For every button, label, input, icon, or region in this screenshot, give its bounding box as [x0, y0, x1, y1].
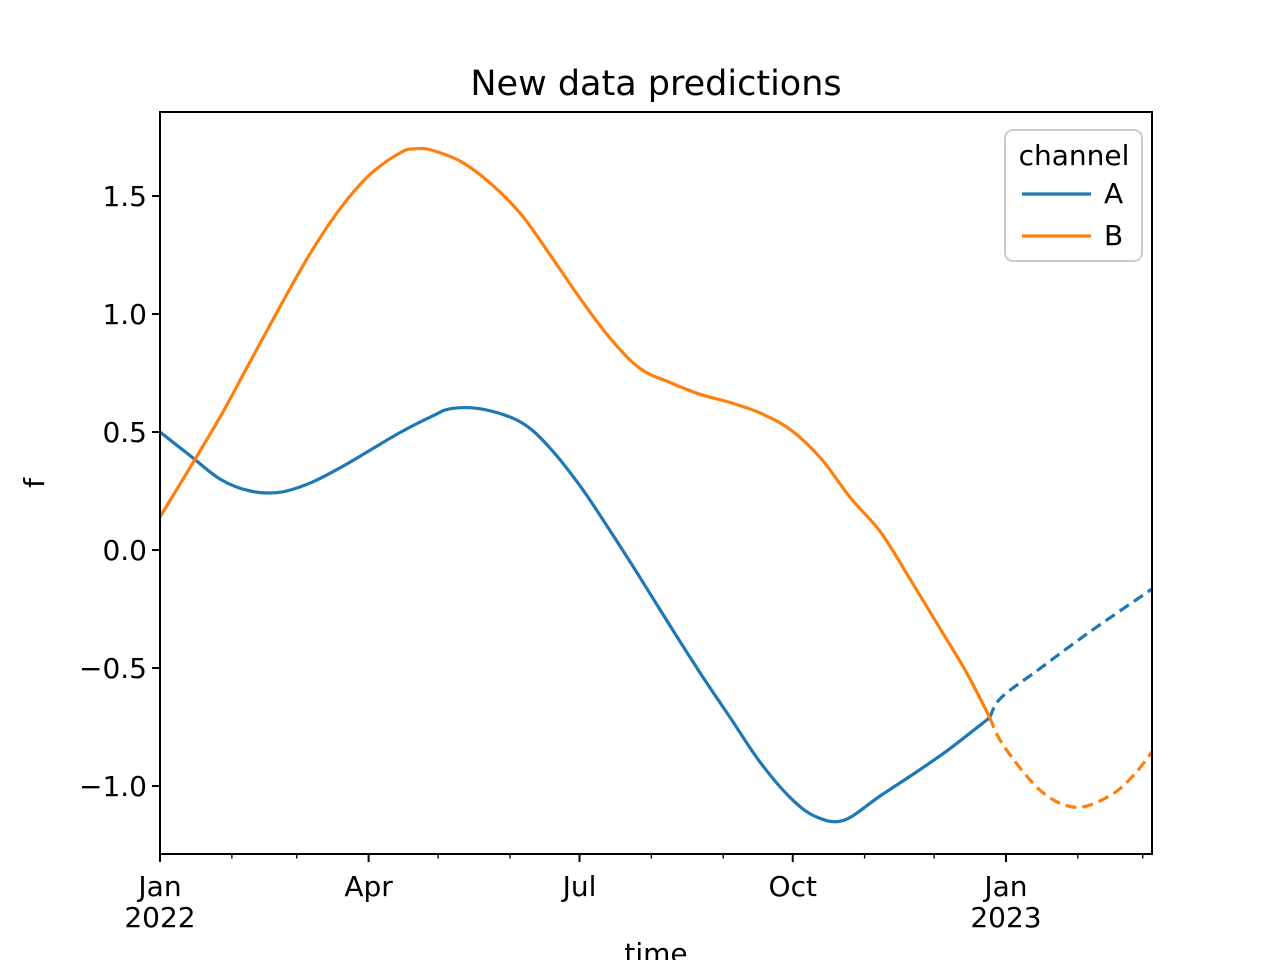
y-tick-label: 0.5 — [102, 416, 147, 449]
x-tick-label: Apr — [344, 870, 393, 903]
y-axis-label: f — [18, 477, 51, 488]
legend: channel A B — [1004, 129, 1143, 262]
x-tick-label: 2022 — [124, 901, 195, 934]
legend-label-channel-b: B — [1104, 219, 1123, 252]
y-tick-label: 1.5 — [102, 180, 147, 213]
series-b-observed-path — [160, 146, 992, 720]
x-tick-label: Oct — [769, 870, 817, 903]
series-a-prediction-path — [988, 587, 1152, 719]
x-axis-label: time — [624, 937, 687, 960]
x-tick-label: 2023 — [970, 901, 1041, 934]
legend-title: channel — [1019, 139, 1130, 172]
y-tick-label: −1.0 — [79, 770, 147, 803]
y-tick-label: 0.0 — [102, 534, 147, 567]
series-layer — [160, 146, 1152, 824]
y-tick-label: −0.5 — [79, 652, 147, 685]
x-tick-label: Jul — [561, 870, 597, 903]
x-tick-label: Jan — [982, 870, 1027, 903]
y-tick-label: 1.0 — [102, 298, 147, 331]
legend-label-channel-a: A — [1104, 177, 1123, 210]
plot-border — [159, 111, 1153, 855]
x-tick-label: Jan — [136, 870, 181, 903]
series-a-observed-path — [160, 406, 992, 824]
series-b-prediction-path — [988, 716, 1152, 809]
chart-title: New data predictions — [470, 64, 841, 104]
